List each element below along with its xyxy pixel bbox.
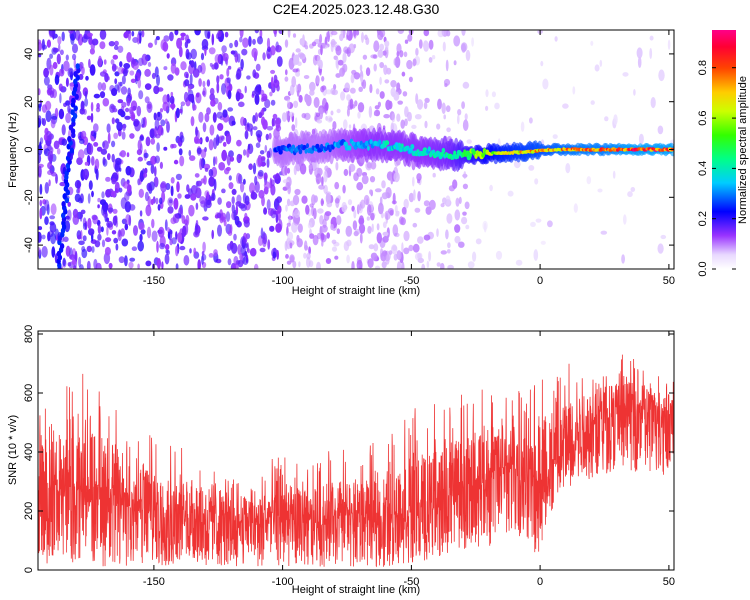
spectrogram-ylabel: Frequency (Hz) [7,112,19,188]
figure-title: C2E4.2025.023.12.48.G30 [273,1,440,17]
spectrogram-panel: -150 -100 -50 0 50 -40 -20 0 20 40 Height of stra… [7,29,675,297]
colorbar-gradient [712,30,736,269]
spectrogram-ytick-label: 20 [23,96,35,108]
spectrogram-ytick-label: -20 [23,189,35,205]
snr-xtick-label: -50 [403,576,419,588]
spectrogram-axes: -150 -100 -50 0 50 -40 -20 0 20 40 [23,30,675,287]
colorbar-tick-label: 0.0 [697,261,709,276]
snr-ytick-label: 800 [23,325,35,343]
spectrogram-streak [56,63,81,269]
spectrogram-xtick-label: -50 [403,275,419,287]
colorbar: 0.0 0.2 0.4 0.6 0.8 Normalized spectral ampl… [697,30,749,277]
snr-panel: -150 -100 -50 0 50 0 200 400 600 800 Height of st… [7,325,675,596]
colorbar-label: Normalized spectral amplitude [737,76,749,224]
snr-ytick-label: 200 [23,502,35,520]
snr-xtick-label: -100 [272,576,294,588]
spectrogram-ytick-label: 40 [23,48,35,60]
snr-ytick-label: 400 [23,443,35,461]
snr-ytick-label: 600 [23,384,35,402]
snr-xtick-label: 0 [537,576,543,588]
colorbar-tick-label: 0.8 [697,60,709,75]
colorbar-tick-label: 0.6 [697,110,709,125]
spectrogram-ytick-label: 0 [23,146,35,152]
spectrogram-xtick-label: 0 [537,275,543,287]
snr-series-line [38,354,674,568]
spectrogram-xlabel: Height of straight line (km) [292,285,420,297]
spectrogram-ytick-label: -40 [23,237,35,253]
spectrogram-frame [37,29,675,270]
snr-xlabel: Height of straight line (km) [292,584,420,596]
spectrogram-ridge [273,138,674,161]
snr-trace [38,354,674,568]
colorbar-tick-label: 0.4 [697,161,709,176]
colorbar-tick-label: 0.2 [697,211,709,226]
spectrogram-heat [38,30,674,269]
snr-ylabel: SNR (10 * v/v) [7,415,19,485]
snr-frame [37,330,675,571]
spectrogram-noise [38,30,674,269]
snr-series [38,354,674,568]
snr-xtick-label: -150 [143,576,165,588]
snr-axes: -150 -100 -50 0 50 0 200 400 600 800 [23,325,675,588]
snr-ytick-label: 0 [23,567,35,573]
spectrogram-xtick-label: -150 [143,275,165,287]
spectrogram-xtick-label: 50 [663,275,675,287]
snr-xtick-label: 50 [663,576,675,588]
colorbar-axes: 0.0 0.2 0.4 0.6 0.8 [697,60,736,277]
spectrogram-xtick-label: -100 [272,275,294,287]
